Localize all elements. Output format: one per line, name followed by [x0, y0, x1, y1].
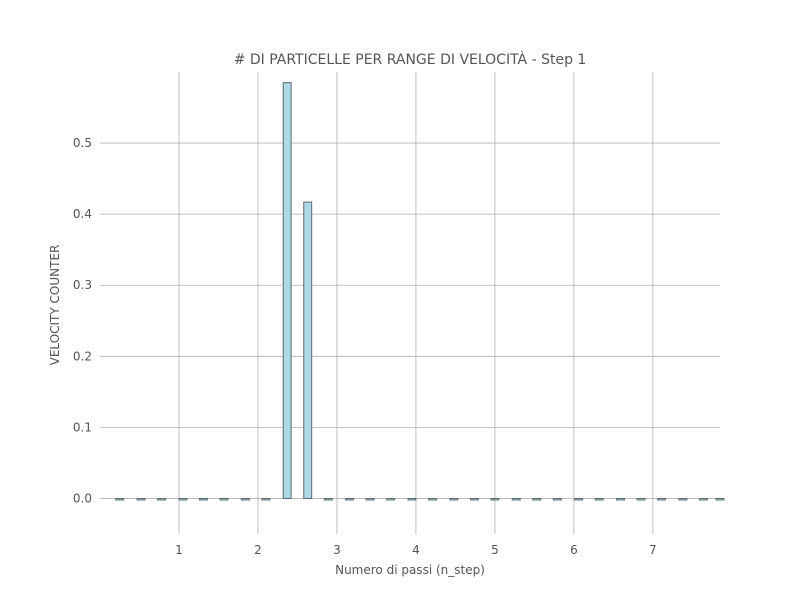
bar-26: [657, 497, 667, 501]
bar-9: [303, 201, 313, 499]
bar-19: [511, 497, 521, 501]
x-tick-label: 2: [254, 543, 262, 557]
x-tick-label: 7: [649, 543, 657, 557]
bar-10: [323, 497, 333, 501]
grid-layer: [100, 72, 720, 534]
bar-22: [574, 497, 584, 501]
x-axis-label: Numero di passi (n_step): [335, 563, 485, 577]
x-tick-label: 5: [491, 543, 499, 557]
bar-20: [532, 497, 542, 501]
chart-title: # DI PARTICELLE PER RANGE DI VELOCITÀ - …: [234, 51, 587, 68]
bar-0: [115, 497, 125, 501]
y-tick-label: 0.0: [73, 491, 92, 505]
bar-1: [136, 497, 146, 501]
y-tick-label: 0.4: [73, 207, 92, 221]
y-tick-label: 0.5: [73, 136, 92, 150]
bar-12: [365, 497, 375, 501]
y-tick-label: 0.2: [73, 349, 92, 363]
bar-16: [449, 497, 459, 501]
bar-2: [157, 497, 167, 501]
bar-layer: [115, 82, 725, 501]
bar-23: [594, 497, 604, 501]
bar-6: [240, 497, 250, 501]
bar-4: [199, 497, 208, 501]
bar-27: [678, 497, 688, 501]
bar-28: [698, 497, 708, 501]
y-tick-label: 0.3: [73, 278, 92, 292]
bar-5: [219, 497, 229, 501]
bar-8: [282, 82, 292, 499]
bar-14: [407, 497, 417, 501]
x-tick-label: 4: [412, 543, 420, 557]
bar-13: [386, 497, 396, 501]
y-tick-label: 0.1: [73, 420, 92, 434]
bar-11: [345, 497, 355, 501]
bar-21: [552, 497, 562, 501]
x-tick-label: 3: [333, 543, 341, 557]
bar-17: [469, 497, 479, 501]
y-axis-label: VELOCITY COUNTER: [48, 245, 62, 366]
bar-29: [715, 497, 725, 501]
bar-15: [428, 497, 437, 501]
x-tick-label: 1: [175, 543, 183, 557]
bar-24: [616, 497, 625, 501]
bar-18: [490, 497, 500, 501]
bar-7: [261, 497, 271, 501]
x-tick-label: 6: [570, 543, 578, 557]
bar-25: [636, 497, 646, 501]
bar-3: [178, 497, 188, 501]
tick-layer: 1 2 3 4 5 6 7 0.0 0.1 0.2 0.3 0.4 0.5: [73, 136, 657, 557]
